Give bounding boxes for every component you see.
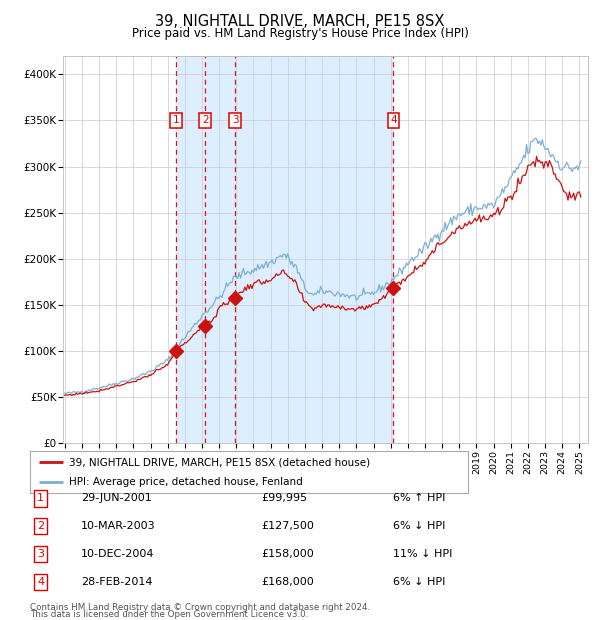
Text: 10-MAR-2003: 10-MAR-2003	[81, 521, 155, 531]
Text: 3: 3	[37, 549, 44, 559]
Bar	[176, 56, 394, 443]
Text: 29-JUN-2001: 29-JUN-2001	[81, 494, 152, 503]
Text: 1: 1	[173, 115, 179, 125]
Text: 10-DEC-2004: 10-DEC-2004	[81, 549, 155, 559]
Text: HPI: Average price, detached house, Fenland: HPI: Average price, detached house, Fenl…	[70, 477, 303, 487]
Text: This data is licensed under the Open Government Licence v3.0.: This data is licensed under the Open Gov…	[30, 609, 308, 619]
Text: 4: 4	[390, 115, 397, 125]
Text: £99,995: £99,995	[261, 494, 307, 503]
Text: 1: 1	[37, 494, 44, 503]
Text: 11% ↓ HPI: 11% ↓ HPI	[393, 549, 452, 559]
Text: £168,000: £168,000	[261, 577, 314, 587]
Text: 39, NIGHTALL DRIVE, MARCH, PE15 8SX: 39, NIGHTALL DRIVE, MARCH, PE15 8SX	[155, 14, 445, 29]
Text: 6% ↓ HPI: 6% ↓ HPI	[393, 521, 445, 531]
Text: 39, NIGHTALL DRIVE, MARCH, PE15 8SX (detached house): 39, NIGHTALL DRIVE, MARCH, PE15 8SX (det…	[70, 457, 371, 467]
Text: 3: 3	[232, 115, 239, 125]
Text: 4: 4	[37, 577, 44, 587]
Text: Contains HM Land Registry data © Crown copyright and database right 2024.: Contains HM Land Registry data © Crown c…	[30, 603, 370, 612]
Text: £127,500: £127,500	[261, 521, 314, 531]
Text: 28-FEB-2014: 28-FEB-2014	[81, 577, 152, 587]
Text: 6% ↑ HPI: 6% ↑ HPI	[393, 494, 445, 503]
Text: 2: 2	[37, 521, 44, 531]
Text: £158,000: £158,000	[261, 549, 314, 559]
Text: 2: 2	[202, 115, 209, 125]
Text: 6% ↓ HPI: 6% ↓ HPI	[393, 577, 445, 587]
Text: Price paid vs. HM Land Registry's House Price Index (HPI): Price paid vs. HM Land Registry's House …	[131, 27, 469, 40]
